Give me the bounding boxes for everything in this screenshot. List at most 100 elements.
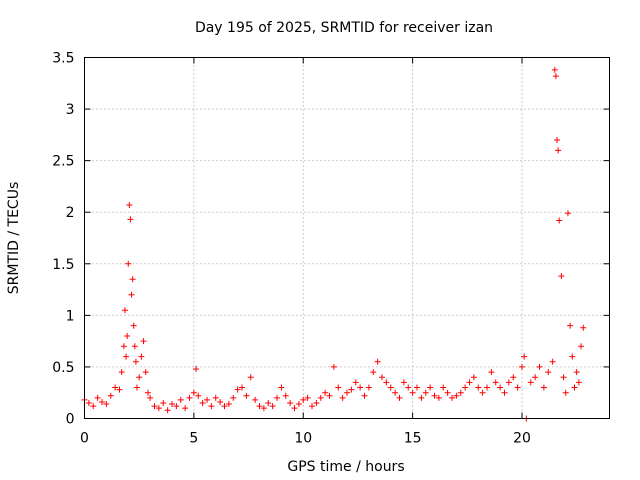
data-point [580,324,587,331]
data-point [540,384,547,391]
data-point [409,389,416,396]
y-tick-label: 0.5 [52,360,74,376]
data-point [134,384,140,391]
data-point [155,405,162,412]
data-point [352,379,359,386]
data-point [247,374,254,381]
data-point [365,384,372,391]
data-point [440,384,447,391]
data-point [560,374,567,381]
data-point [107,392,114,399]
x-tick-label: 0 [80,431,89,447]
data-point [199,400,206,407]
data-point [138,353,145,360]
data-point [225,401,232,408]
data-point [335,384,342,391]
data-point [103,401,110,408]
data-point [453,392,460,399]
data-point [521,353,528,360]
y-tick-label: 1.5 [52,257,74,273]
data-point [361,392,368,399]
data-point [304,394,311,401]
grid-lines [84,57,610,419]
data-point [90,403,97,410]
data-point [405,384,412,391]
data-point [186,394,193,401]
data-point [313,400,320,407]
data-point [551,66,558,73]
data-point [129,276,136,283]
data-point [221,403,228,410]
y-tick-label: 1 [66,308,75,324]
data-point [173,403,180,410]
data-point [269,403,276,410]
data-point [484,384,490,391]
data-point [274,394,280,401]
data-point [208,403,215,410]
data-point [151,403,158,410]
data-point [396,394,403,401]
x-axis-label: GPS time / hours [287,459,404,475]
data-point [326,392,333,399]
chart-title: Day 195 of 2025, SRMTID for receiver iza… [195,20,493,36]
data-point [278,384,285,391]
data-point [99,398,105,405]
data-point [370,369,377,376]
data-point [527,379,534,386]
data-point [536,363,543,370]
data-point [387,384,394,391]
data-point [291,405,298,412]
axis-ticks [84,57,610,419]
data-point [243,392,250,399]
data-point [230,394,237,401]
data-point [300,396,307,403]
data-point [120,343,127,350]
data-point [505,379,512,386]
data-point [357,384,364,391]
data-point [462,384,469,391]
data-point [121,307,128,314]
data-point [127,216,134,223]
data-point [287,400,294,407]
data-point [552,73,559,80]
x-tick-label: 15 [404,431,422,447]
data-point [379,374,385,381]
data-point [383,379,390,386]
data-point [112,384,119,391]
data-point [130,322,137,329]
y-axis-label: SRMTID / TECUs [6,182,22,295]
data-point [567,322,574,329]
data-point [431,392,438,399]
data-point [204,396,210,403]
data-point [169,401,175,408]
data-point [344,389,350,396]
data-point [309,403,315,410]
data-point [492,379,499,386]
plot-frame [84,57,610,419]
data-point [562,389,569,396]
data-point [466,379,473,386]
data-point [558,273,565,280]
data-points [81,66,587,422]
data-point [374,358,381,365]
data-point [571,384,578,391]
data-point [501,389,508,396]
data-point [422,389,429,396]
data-point [322,389,329,396]
data-point [519,363,525,370]
data-point [147,394,154,401]
data-point [126,201,133,208]
data-point [435,394,442,401]
data-point [573,369,580,376]
data-point [193,365,200,372]
data-point [144,389,151,396]
data-point [260,405,267,412]
data-point [131,343,138,350]
data-point [140,338,147,345]
data-point [555,147,562,154]
data-point [123,353,130,360]
data-point [265,400,272,407]
data-point [217,398,224,405]
y-tick-label: 3 [66,102,75,118]
data-point [444,389,451,396]
